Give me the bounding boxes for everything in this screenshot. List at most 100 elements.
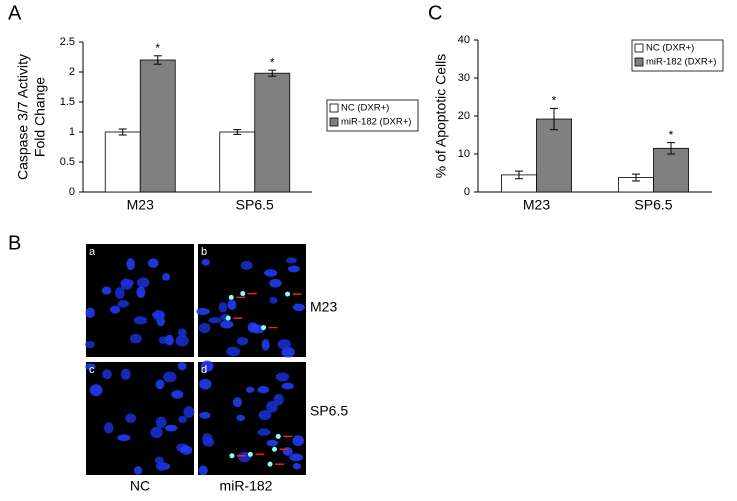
image-label: a xyxy=(89,246,96,258)
apoptotic-cell xyxy=(247,451,253,457)
x-tick-label: M23 xyxy=(127,197,154,213)
nucleus xyxy=(104,422,114,434)
error-bar xyxy=(515,170,523,180)
nucleus xyxy=(101,286,112,295)
bar xyxy=(139,59,176,193)
nucleus xyxy=(277,339,292,350)
nucleus xyxy=(287,265,300,273)
nucleus xyxy=(163,371,177,383)
nucleus xyxy=(289,453,303,462)
nucleus xyxy=(232,397,243,408)
significance-mark: * xyxy=(270,55,275,69)
image-label: b xyxy=(201,246,207,258)
nucleus xyxy=(85,363,96,370)
bar xyxy=(254,72,291,193)
y-tick-label: 1 xyxy=(69,126,75,138)
nucleus xyxy=(85,341,95,349)
y-tick-label: 2 xyxy=(69,66,75,78)
legend-label: miR-182 (DXR+) xyxy=(646,57,716,68)
nucleus xyxy=(236,337,249,346)
legend-swatch xyxy=(634,57,644,67)
nucleus xyxy=(120,368,131,380)
nucleus xyxy=(281,346,295,358)
nucleus xyxy=(183,406,195,418)
nucleus xyxy=(238,451,251,463)
bar xyxy=(653,147,689,193)
y-axis-label: % of Apoptotic Cells xyxy=(433,54,449,179)
nucleus xyxy=(114,287,125,299)
nucleus xyxy=(258,409,272,421)
legend-box xyxy=(631,39,724,72)
nucleus xyxy=(201,258,210,266)
nucleus xyxy=(240,260,253,271)
nucleus xyxy=(155,416,167,428)
legend-label: miR-182 (DXR+) xyxy=(341,117,411,128)
nucleus xyxy=(89,384,103,397)
legend-swatch xyxy=(634,43,644,53)
nucleus xyxy=(227,299,237,311)
panel-label: B xyxy=(8,232,21,254)
nucleus xyxy=(202,437,215,447)
nucleus xyxy=(164,424,178,432)
significance-mark: * xyxy=(669,128,674,142)
nucleus xyxy=(175,335,189,347)
nucleus xyxy=(247,322,258,333)
nucleus xyxy=(199,411,211,419)
nucleus xyxy=(245,386,255,393)
nucleus xyxy=(180,445,193,455)
nucleus xyxy=(198,465,208,476)
apoptotic-cell xyxy=(271,446,277,452)
nucleus xyxy=(196,307,210,316)
legend-swatch xyxy=(329,117,339,127)
nucleus xyxy=(261,339,270,351)
y-tick-label: 40 xyxy=(458,34,470,46)
nucleus xyxy=(129,333,142,344)
nucleus xyxy=(266,400,278,413)
nucleus xyxy=(269,296,278,304)
x-tick-label: M23 xyxy=(523,197,550,213)
nucleus xyxy=(133,466,143,475)
y-axis-label: Fold Change xyxy=(32,77,48,157)
nucleus xyxy=(264,269,278,277)
nucleus xyxy=(171,390,184,399)
apoptotic-cell xyxy=(275,433,281,439)
nucleus xyxy=(137,277,150,288)
bar xyxy=(104,131,141,193)
legend-label: NC (DXR+) xyxy=(341,103,389,114)
image-label: d xyxy=(201,364,207,376)
nucleus xyxy=(177,328,187,338)
apoptotic-cell xyxy=(240,291,246,297)
nucleus xyxy=(150,426,163,439)
row-label: SP6.5 xyxy=(310,403,348,419)
nucleus xyxy=(275,372,290,382)
nucleus xyxy=(120,278,133,290)
nucleus xyxy=(218,301,228,313)
nucleus xyxy=(266,439,279,447)
error-bar xyxy=(550,107,558,131)
column-label: NC xyxy=(130,478,150,494)
nucleus xyxy=(155,379,165,390)
legend-swatch xyxy=(329,103,339,113)
row-label: M23 xyxy=(310,299,337,315)
apoptotic-cell xyxy=(267,461,273,467)
nucleus xyxy=(281,382,294,390)
legend-box xyxy=(326,99,419,132)
apoptotic-cell xyxy=(228,294,234,300)
panel-label: A xyxy=(8,2,22,24)
nucleus xyxy=(177,361,187,371)
y-tick-label: 10 xyxy=(458,148,470,160)
nucleus xyxy=(220,320,234,329)
column-label: miR-182 xyxy=(220,478,273,494)
apoptotic-cell xyxy=(225,315,231,321)
bar xyxy=(219,131,256,193)
panel-label: C xyxy=(428,2,442,24)
nucleus xyxy=(257,428,271,436)
nucleus xyxy=(282,447,293,456)
significance-mark: * xyxy=(552,94,557,108)
apoptotic-cell xyxy=(261,325,267,331)
y-tick-label: 2.5 xyxy=(60,36,75,48)
nucleus xyxy=(198,322,211,334)
nucleus xyxy=(133,316,148,325)
y-tick-label: 0.5 xyxy=(60,156,75,168)
micrograph xyxy=(86,362,194,475)
